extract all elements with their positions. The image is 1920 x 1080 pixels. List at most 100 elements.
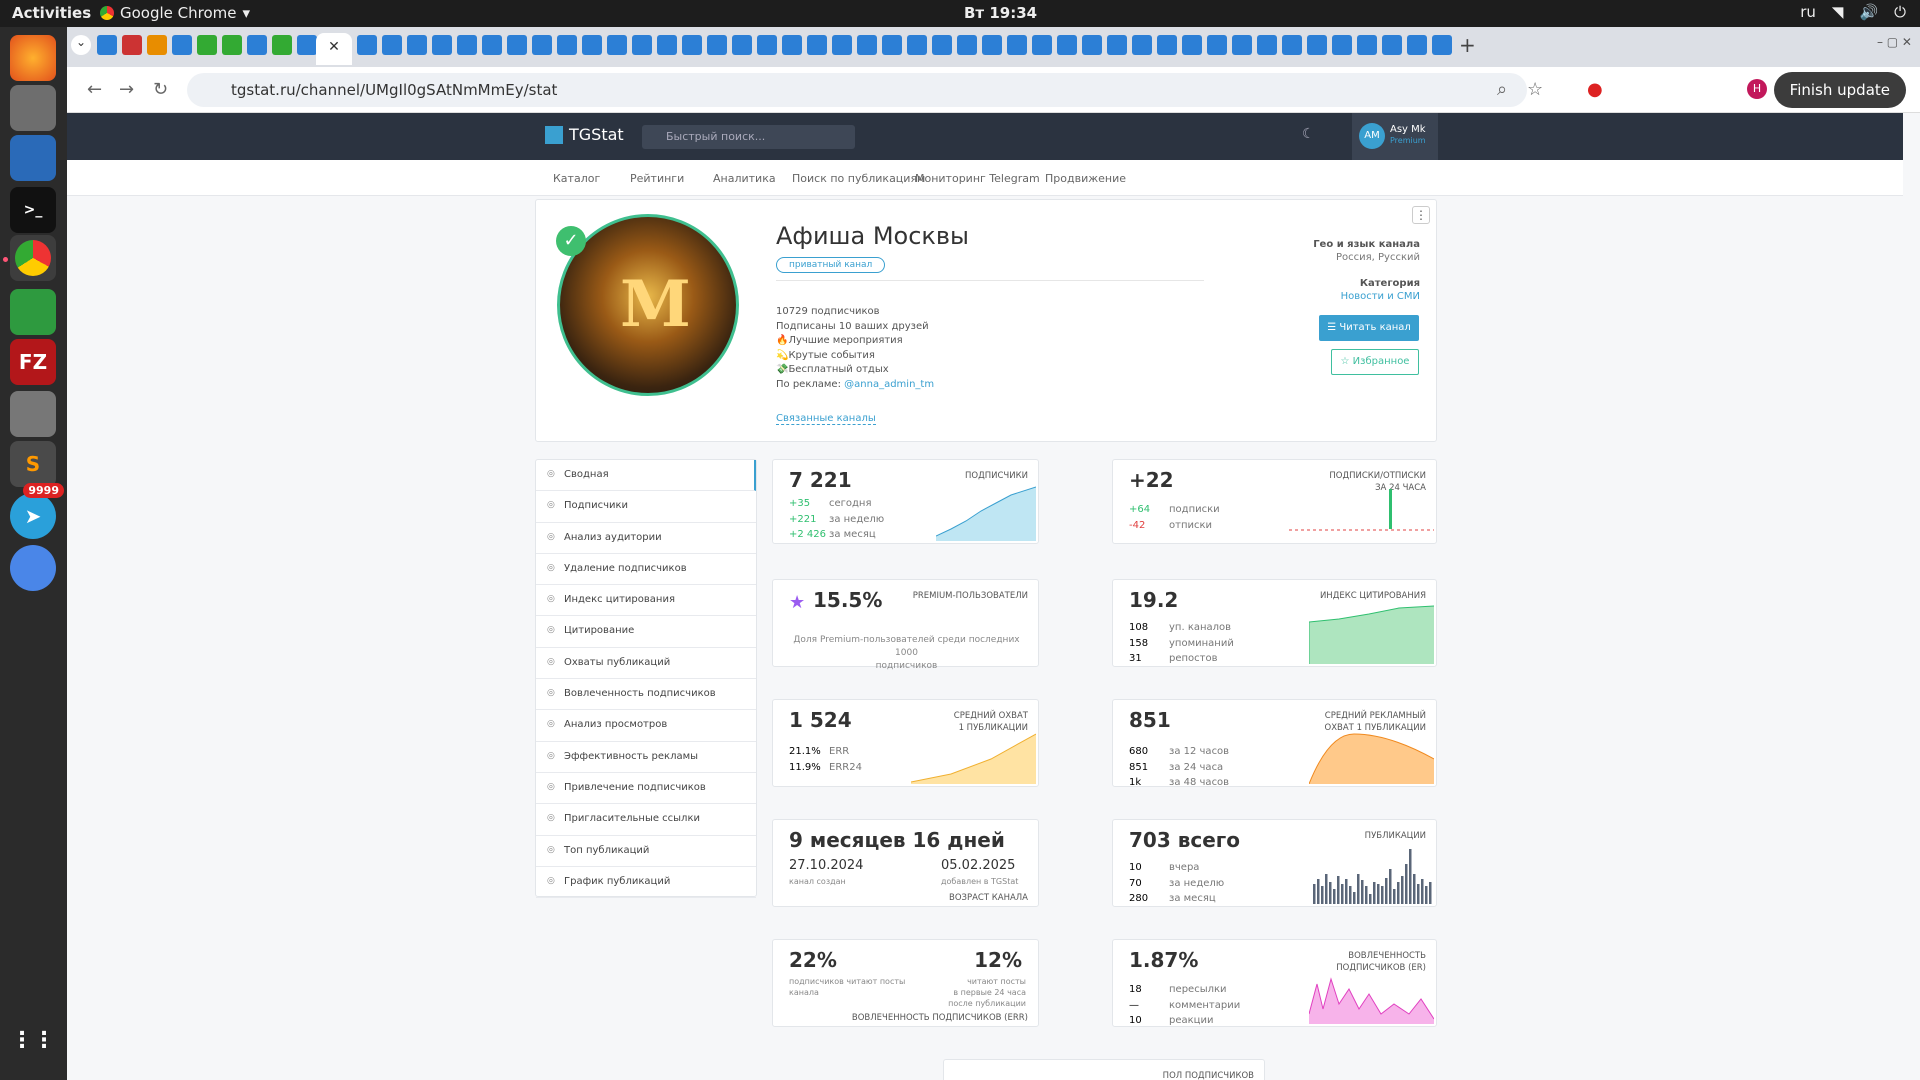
browser-tab[interactable] <box>1232 35 1252 55</box>
channel-age-card[interactable]: 9 месяцев 16 дней 27.10.2024 канал созда… <box>772 819 1039 907</box>
browser-tab[interactable] <box>957 35 977 55</box>
related-channels-link[interactable]: Связанные каналы <box>776 413 876 425</box>
browser-tab[interactable] <box>907 35 927 55</box>
sidebar-item[interactable]: ◎ Эффективность рекламы <box>536 742 756 773</box>
browser-tab[interactable] <box>1382 35 1402 55</box>
browser-tab[interactable] <box>1107 35 1127 55</box>
writer-icon[interactable] <box>10 135 56 181</box>
browser-tab[interactable] <box>1007 35 1027 55</box>
nav-ratings[interactable]: Рейтинги <box>630 172 685 185</box>
chrome-dock-icon[interactable] <box>10 235 56 281</box>
browser-tab[interactable] <box>1157 35 1177 55</box>
browser-tab[interactable] <box>1082 35 1102 55</box>
browser-tab[interactable] <box>382 35 402 55</box>
forward-button[interactable]: → <box>119 79 135 100</box>
sidebar-item[interactable]: ◎ Подписчики <box>536 491 756 523</box>
subscribers-card[interactable]: 7 221 ПОДПИСЧИКИ +35 сегодня +221 за неделю +… <box>772 459 1039 544</box>
citation-index-card[interactable]: 19.2 ИНДЕКС ЦИТИРОВАНИЯ 108 уп. каналов 158… <box>1112 579 1437 667</box>
chromium-icon[interactable] <box>10 545 56 591</box>
sublime-icon[interactable]: S <box>10 441 56 487</box>
filezilla-icon[interactable]: FZ <box>10 339 56 385</box>
read-channel-button[interactable]: ☰ Читать канал <box>1319 315 1419 341</box>
sidebar-item[interactable]: ◎ Вовлеченность подписчиков <box>536 679 756 711</box>
browser-tab[interactable] <box>932 35 952 55</box>
premium-card[interactable]: ★ 15.5% PREMIUM-ПОЛЬЗОВАТЕЛИ Доля Premium… <box>772 579 1039 671</box>
nav-monitoring[interactable]: Мониторинг Telegram <box>915 172 1040 185</box>
browser-tab[interactable] <box>407 35 427 55</box>
publications-card[interactable]: 703 всего ПУБЛИКАЦИИ 10 вчера 70 за неделю 28… <box>1112 819 1437 907</box>
browser-tab[interactable] <box>557 35 577 55</box>
browser-tab[interactable] <box>147 35 167 55</box>
browser-tab[interactable] <box>1307 35 1327 55</box>
finish-update-button[interactable]: Finish update <box>1773 72 1906 108</box>
profile-avatar[interactable]: H <box>1747 79 1767 99</box>
browser-tab[interactable] <box>1332 35 1352 55</box>
browser-tab[interactable] <box>632 35 652 55</box>
browser-tab[interactable] <box>1207 35 1227 55</box>
browser-tab[interactable] <box>1132 35 1152 55</box>
browser-tab[interactable] <box>857 35 877 55</box>
reload-button[interactable]: ↻ <box>153 79 169 100</box>
browser-tab[interactable] <box>532 35 552 55</box>
browser-tab[interactable] <box>457 35 477 55</box>
telegram-icon[interactable]: ➤ 9999 <box>10 483 64 539</box>
moon-icon[interactable]: ☾ <box>1302 126 1315 142</box>
sidebar-item[interactable]: ◎ Пригласительные ссылки <box>536 804 756 836</box>
sidebar-item[interactable]: ◎ Удаление подписчиков <box>536 554 756 586</box>
sidebar-item[interactable]: ◎ Цитирование <box>536 616 756 648</box>
printer-icon[interactable] <box>10 391 56 437</box>
back-button[interactable]: ← <box>87 79 103 100</box>
browser-tab[interactable] <box>1282 35 1302 55</box>
sidebar-item[interactable]: ◎ Анализ аудитории <box>536 523 756 554</box>
firefox-icon[interactable] <box>10 35 56 81</box>
browser-tab[interactable] <box>707 35 727 55</box>
browser-tab[interactable] <box>482 35 502 55</box>
browser-tab[interactable] <box>432 35 452 55</box>
sidebar-item[interactable]: ◎ Сводная <box>536 460 756 492</box>
window-controls[interactable]: – ▢ ✕ <box>1876 35 1912 49</box>
nav-search-posts[interactable]: Поиск по публикациям <box>792 172 926 185</box>
browser-tab[interactable] <box>122 35 142 55</box>
browser-tab[interactable] <box>507 35 527 55</box>
zoom-icon[interactable]: ⌕ <box>1497 79 1508 100</box>
browser-tab[interactable] <box>782 35 802 55</box>
ad-reach-card[interactable]: 851 СРЕДНИЙ РЕКЛАМНЫЙ ОХВАТ 1 ПУБЛИКАЦИИ 6… <box>1112 699 1437 788</box>
ads-contact-link[interactable]: @anna_admin_tm <box>844 378 935 390</box>
browser-tab[interactable] <box>757 35 777 55</box>
browser-tab[interactable] <box>882 35 902 55</box>
sidebar-item[interactable]: ◎ Анализ просмотров <box>536 710 756 742</box>
browser-tab[interactable] <box>607 35 627 55</box>
calc-icon[interactable] <box>10 289 56 335</box>
app-menu[interactable]: Google Chrome ▾ <box>100 4 250 22</box>
star-icon[interactable]: ☆ <box>1527 79 1544 100</box>
gender-card[interactable]: ПОЛ ПОДПИСЧИКОВ <box>943 1059 1265 1080</box>
browser-tab[interactable] <box>982 35 1002 55</box>
browser-tab[interactable] <box>1057 35 1077 55</box>
browser-tab[interactable] <box>272 35 292 55</box>
category-link[interactable]: Новости и СМИ <box>1340 291 1420 302</box>
sidebar-item[interactable]: ◎ Охваты публикаций <box>536 648 756 680</box>
browser-tab[interactable] <box>807 35 827 55</box>
browser-tab[interactable] <box>1432 35 1452 55</box>
browser-tab[interactable] <box>172 35 192 55</box>
er-card[interactable]: 1.87% ВОВЛЕЧЕННОСТЬ ПОДПИСЧИКОВ (ER) 18 пер… <box>1112 939 1437 1027</box>
tab-list-button[interactable]: ⌄ <box>71 35 91 55</box>
sidebar-item[interactable]: ◎ Привлечение подписчиков <box>536 773 756 805</box>
tgstat-logo[interactable]: TGStat <box>545 125 624 144</box>
browser-tab[interactable] <box>1357 35 1377 55</box>
more-options-button[interactable]: ⋮ <box>1412 206 1430 224</box>
err-card[interactable]: 22% 12% подписчиков читают посты канала ч… <box>772 939 1039 1027</box>
browser-tab[interactable] <box>682 35 702 55</box>
clock[interactable]: Вт 19:34 <box>964 4 1038 22</box>
sidebar-item[interactable]: ◎ Индекс цитирования <box>536 585 756 617</box>
browser-tab[interactable] <box>582 35 602 55</box>
browser-tab[interactable] <box>247 35 267 55</box>
browser-tab[interactable] <box>1407 35 1427 55</box>
app-grid-icon[interactable]: ⋮⋮ <box>11 1027 55 1053</box>
new-tab-button[interactable]: + <box>1459 33 1476 57</box>
browser-tab[interactable] <box>732 35 752 55</box>
terminal-icon[interactable]: >_ <box>10 187 56 233</box>
search-input[interactable]: Быстрый поиск... <box>642 125 855 149</box>
activities-button[interactable]: Activities <box>12 4 92 22</box>
extensions-icon[interactable]: ● <box>1587 79 1603 100</box>
